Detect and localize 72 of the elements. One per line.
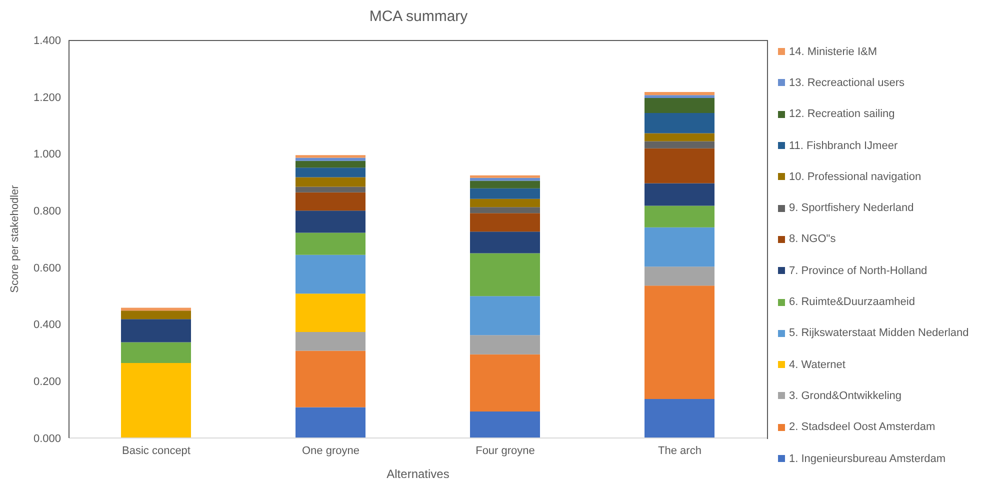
- bar: [644, 92, 714, 96]
- chart-title: MCA summary: [368, 8, 469, 25]
- y-tick-label: 0.800: [33, 205, 61, 218]
- bar: [644, 113, 714, 134]
- legend-label: 13. Recreactional users: [789, 76, 905, 89]
- legend-label: 11. Fishbranch IJmeer: [789, 140, 898, 152]
- y-tick-label: 0.200: [33, 376, 61, 388]
- y-tick-label: 1.000: [33, 148, 61, 161]
- bar: [296, 210, 366, 233]
- bar: [644, 95, 714, 98]
- legend-label: 10. Professional navigation: [789, 170, 922, 183]
- bar: [296, 160, 366, 168]
- bar: [644, 98, 714, 114]
- bar: [644, 206, 714, 228]
- bar: [644, 286, 714, 400]
- bar: [470, 180, 540, 188]
- legend-label: 3. Grond&Ontwikkeling: [789, 390, 902, 402]
- x-axis-title: Alternatives: [386, 467, 450, 479]
- legend-label: 7. Province of North-Holland: [789, 264, 928, 277]
- bar: [470, 175, 540, 178]
- bar: [644, 266, 714, 286]
- bar: [296, 158, 366, 161]
- bar: [470, 213, 540, 232]
- bar: [296, 232, 366, 255]
- y-axis-title: Score per stakehodler: [8, 184, 21, 293]
- y-tick-label: 1.400: [33, 34, 61, 47]
- legend-label: 1. Ingenieursbureau Amsterdam: [789, 452, 946, 464]
- legend-label: 8. NGO"s: [789, 233, 836, 246]
- y-tick-label: 1.200: [33, 92, 61, 104]
- bar: [470, 335, 540, 354]
- y-tick-label: 0.600: [33, 262, 61, 274]
- legend-label: 9. Sportfishery Nederland: [789, 202, 914, 214]
- bar: [470, 232, 540, 254]
- legend-label: 12. Recreation sailing: [789, 108, 895, 120]
- bar: [470, 188, 540, 199]
- bar: [121, 319, 191, 342]
- bar: [296, 177, 366, 187]
- y-tick-label: 0.400: [33, 319, 61, 332]
- x-tick-label: Four groyne: [476, 444, 535, 457]
- x-tick-label: One groyne: [302, 444, 360, 457]
- bar: [470, 253, 540, 296]
- bar: [121, 362, 191, 438]
- bar: [644, 133, 714, 142]
- bar: [296, 168, 366, 178]
- bar: [470, 412, 540, 438]
- y-tick-label: 0.000: [33, 432, 61, 445]
- bar: [644, 227, 714, 267]
- bar: [296, 294, 366, 332]
- bar: [121, 310, 191, 320]
- bar: [470, 198, 540, 208]
- bar: [296, 350, 366, 408]
- bar: [470, 296, 540, 336]
- bar: [644, 141, 714, 148]
- bar: [644, 399, 714, 438]
- legend-label: 4. Waternet: [789, 358, 846, 371]
- bar: [296, 186, 366, 192]
- x-tick-label: The arch: [658, 444, 702, 457]
- bar: [644, 148, 714, 184]
- bar: [470, 207, 540, 214]
- x-tick-label: Basic concept: [122, 444, 190, 457]
- legend-label: 6. Ruimte&Duurzaamheid: [789, 296, 915, 308]
- bar: [470, 354, 540, 412]
- bar: [644, 183, 714, 206]
- bar: [296, 407, 366, 438]
- legend-label: 14. Ministerie I&M: [789, 46, 878, 58]
- legend-label: 5. Rijkswaterstaat Midden Nederland: [789, 327, 969, 340]
- bar: [296, 192, 366, 211]
- bar: [296, 332, 366, 351]
- bar: [296, 155, 366, 158]
- bar: [121, 342, 191, 363]
- bar: [296, 254, 366, 294]
- legend-label: 2. Stadsdeel Oost Amsterdam: [789, 421, 936, 434]
